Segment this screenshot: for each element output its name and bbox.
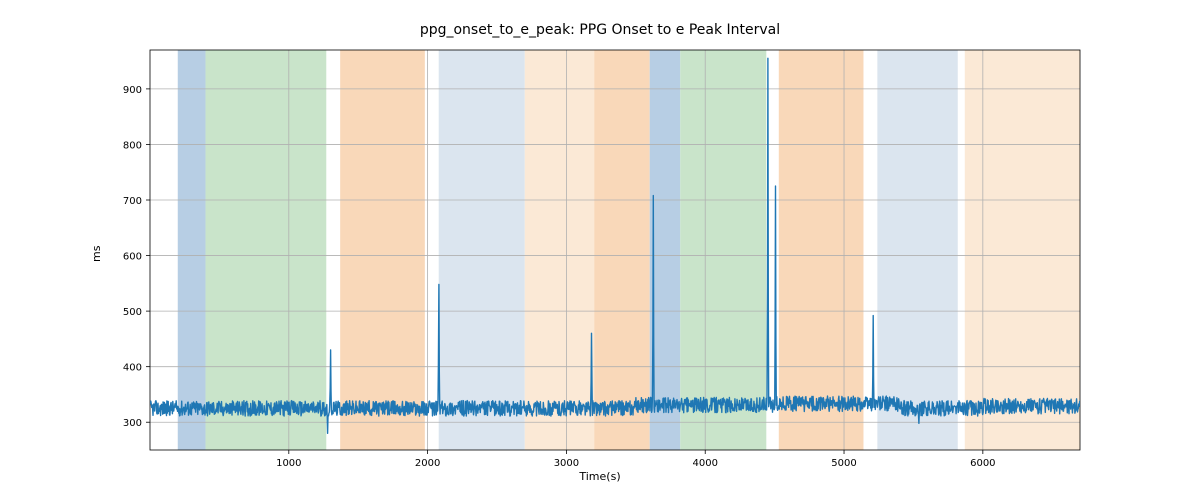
background-bands [178, 50, 1080, 450]
y-tick-label: 900 [123, 85, 142, 96]
band [877, 50, 958, 450]
y-tick-label: 800 [123, 140, 142, 151]
x-tick-label: 2000 [415, 458, 440, 469]
plot-svg: 1000 2000 3000 4000 5000 6000 300 400 500 600 700 8… [0, 0, 1200, 500]
band [340, 50, 425, 450]
y-tick-label: 500 [123, 307, 142, 318]
band [965, 50, 1080, 450]
band [206, 50, 327, 450]
y-tick-label: 400 [123, 363, 142, 374]
band [525, 50, 594, 450]
y-tick-label: 600 [123, 252, 142, 263]
x-tick-label: 3000 [554, 458, 579, 469]
x-tick-label: 1000 [276, 458, 301, 469]
band [680, 50, 766, 450]
band [594, 50, 650, 450]
x-tick-label: 4000 [692, 458, 717, 469]
y-tick-label: 300 [123, 418, 142, 429]
y-tick-label: 700 [123, 196, 142, 207]
x-tick-label: 5000 [831, 458, 856, 469]
band [779, 50, 864, 450]
band [958, 50, 965, 450]
x-tick-label: 6000 [970, 458, 995, 469]
y-axis-label: ms [90, 246, 103, 262]
band [439, 50, 525, 450]
x-axis-label: Time(s) [0, 470, 1200, 483]
chart-container: ppg_onset_to_e_peak: PPG Onset to e Peak… [0, 0, 1200, 500]
band [178, 50, 206, 450]
chart-title: ppg_onset_to_e_peak: PPG Onset to e Peak… [0, 22, 1200, 38]
